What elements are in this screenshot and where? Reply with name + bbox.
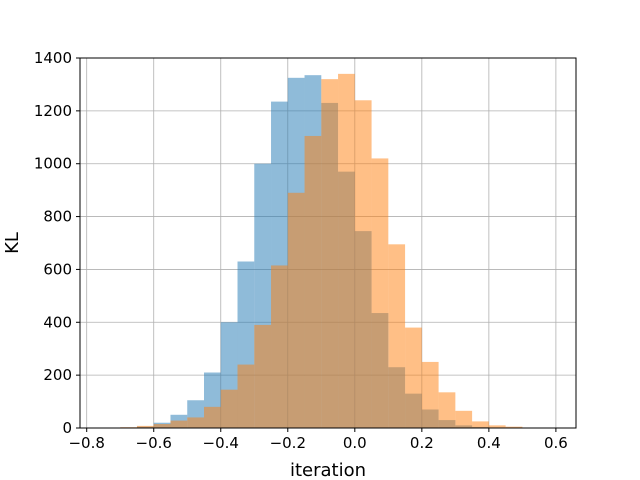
y-axis: 0 200 400 600 800 1000 1200 1400 xyxy=(34,49,80,437)
histogram-bar xyxy=(354,100,372,429)
histogram-bar xyxy=(338,73,355,428)
y-tick-label: 1400 xyxy=(34,49,72,67)
x-tick-label: −0.8 xyxy=(68,434,104,452)
y-tick-label: 800 xyxy=(43,208,72,226)
histogram-bars xyxy=(120,73,523,429)
histogram-bar xyxy=(204,406,221,428)
x-axis: −0.8 −0.6 −0.4 −0.2 0.0 0.2 0.4 0.6 xyxy=(68,428,568,452)
histogram-bar xyxy=(488,425,506,428)
y-tick-label: 0 xyxy=(62,419,72,437)
histogram-bar xyxy=(472,421,489,428)
x-tick-label: −0.4 xyxy=(203,434,239,452)
histogram-bar xyxy=(421,361,439,428)
y-tick-label: 1000 xyxy=(34,155,72,173)
x-tick-label: 0.6 xyxy=(544,434,568,452)
histogram-bar xyxy=(271,265,288,428)
x-tick-label: −0.6 xyxy=(136,434,172,452)
histogram-bar xyxy=(153,424,171,428)
histogram-bar xyxy=(237,364,255,428)
histogram-bar xyxy=(405,327,422,428)
histogram-bar xyxy=(371,158,389,428)
x-tick-label: 0.4 xyxy=(477,434,501,452)
histogram-bar xyxy=(287,192,305,428)
x-tick-label: 0.2 xyxy=(410,434,434,452)
x-tick-label: −0.2 xyxy=(270,434,306,452)
histogram-bar xyxy=(438,392,456,428)
y-axis-label: KL xyxy=(2,232,23,254)
histogram-bar xyxy=(136,425,154,428)
y-tick-label: 600 xyxy=(43,260,72,278)
histogram-bar xyxy=(388,244,406,428)
x-axis-label: iteration xyxy=(290,460,366,480)
histogram-bar xyxy=(187,417,204,428)
histogram-bar xyxy=(321,79,339,429)
histogram-bar xyxy=(254,324,272,428)
histogram-bar xyxy=(220,389,238,428)
histogram-bar xyxy=(505,426,523,428)
y-tick-label: 200 xyxy=(43,366,72,384)
x-tick-label: 0.0 xyxy=(343,434,367,452)
histogram-bar xyxy=(304,135,322,428)
series-2-bars xyxy=(120,73,523,429)
y-tick-label: 400 xyxy=(43,313,72,331)
histogram-bar xyxy=(455,410,473,428)
plot-frame xyxy=(79,57,577,429)
histogram-bar xyxy=(170,420,188,428)
y-tick-label: 1200 xyxy=(34,102,72,120)
